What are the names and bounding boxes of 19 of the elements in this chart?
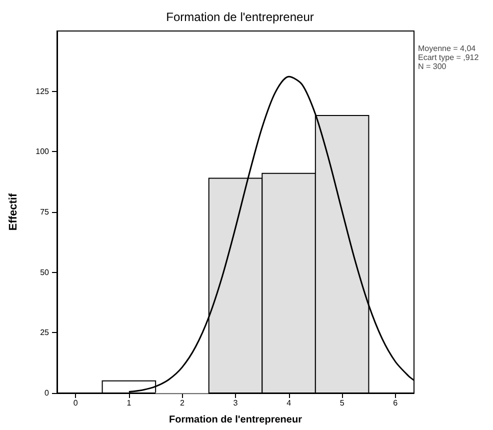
x-tick-label: 1 <box>126 398 132 408</box>
text: N = 300 <box>418 62 447 71</box>
y-axis-title: Effectif <box>8 193 20 231</box>
text: Moyenne = 4,04 <box>418 44 476 53</box>
x-tick-label: 5 <box>340 398 345 408</box>
y-tick-label: 125 <box>36 86 50 96</box>
text: Ecart type = ,912 <box>418 53 480 62</box>
x-tick-label: 2 <box>180 398 185 408</box>
y-tick-label: 25 <box>40 328 50 338</box>
x-tick-label: 6 <box>393 398 398 408</box>
x-tick-label: 4 <box>286 398 292 408</box>
y-tick-label: 0 <box>44 388 50 398</box>
x-axis-title: Formation de l'entrepreneur <box>169 414 302 426</box>
y-tick-label: 100 <box>36 147 50 156</box>
x-tick-label: 3 <box>233 398 238 408</box>
chart-title: Formation de l'entrepreneur <box>166 10 314 24</box>
y-tick-label: 50 <box>40 268 50 277</box>
y-tick-label: 75 <box>40 208 50 216</box>
x-tick-label: 0 <box>73 398 78 408</box>
